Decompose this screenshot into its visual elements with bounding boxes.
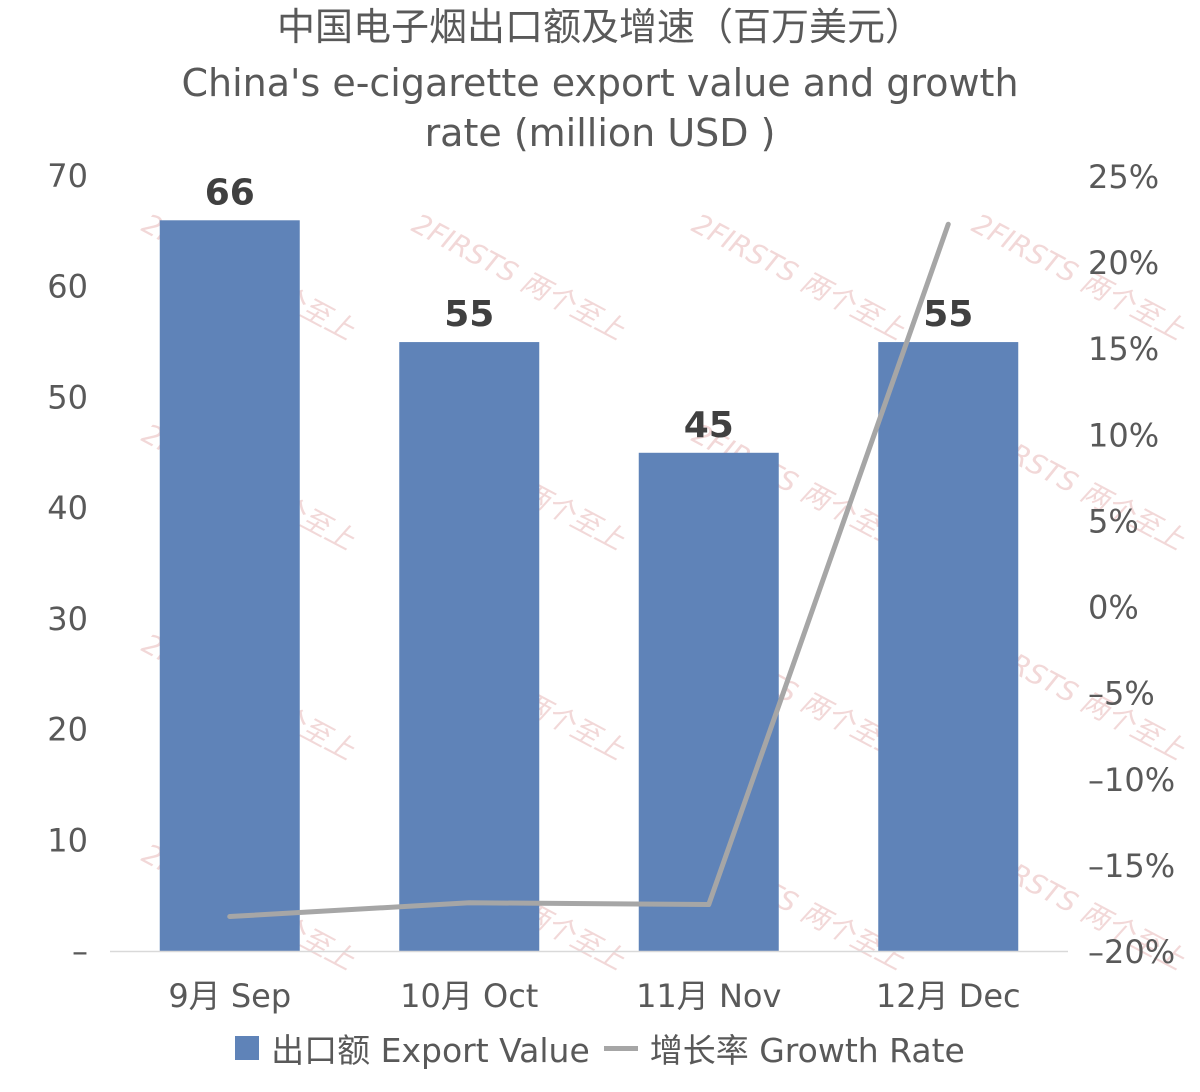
y-right-tick-label: 25% (1088, 158, 1159, 196)
legend-line-swatch (603, 1045, 638, 1051)
y-right-tick-label: 5% (1088, 502, 1139, 540)
y-right-tick-label: –10% (1088, 761, 1175, 799)
legend-bar-swatch (235, 1036, 260, 1060)
bar-data-label: 66 (205, 172, 255, 213)
x-tick-label: 12月 Dec (876, 977, 1021, 1015)
chart-title: 中国电子烟出口额及增速（百万美元） (276, 5, 923, 49)
legend-growth-rate: 增长率 Growth Rate (649, 1031, 965, 1070)
bar-2 (638, 452, 779, 951)
chart-subtitle-line1: China's e-cigarette export value and gro… (181, 61, 1019, 105)
y-right-tick-label: 20% (1088, 244, 1159, 282)
y-right-tick-label: 0% (1088, 589, 1139, 627)
y-left-tick-label: – (72, 932, 88, 970)
growth-rate-line (227, 221, 951, 920)
bar-data-label: 45 (684, 405, 734, 446)
y-left-tick-label: 50 (47, 378, 88, 416)
bar-1 (399, 342, 540, 952)
x-tick-label: 9月 Sep (168, 977, 291, 1015)
x-tick-label: 11月 Nov (636, 977, 781, 1015)
y-left-tick-label: 10 (47, 821, 88, 859)
x-tick-label: 10月 Oct (400, 977, 538, 1015)
y-left-tick-label: 30 (47, 600, 88, 638)
y-right-tick-label: 10% (1088, 416, 1159, 454)
bar-data-label: 55 (444, 294, 494, 335)
watermark-text: 2FIRSTS 两个至上 (407, 207, 631, 347)
bar-3 (878, 342, 1019, 952)
y-right-tick-label: –15% (1088, 847, 1175, 885)
watermark-text: 2FIRSTS 两个至上 (687, 207, 911, 347)
bar-0 (159, 220, 300, 952)
y-right-tick-label: –5% (1088, 675, 1155, 713)
legend: 出口额 Export Value 增长率 Growth Rate (0, 1024, 1200, 1072)
y-left-tick-label: 20 (47, 711, 88, 749)
y-left-tick-label: 60 (47, 268, 88, 306)
y-right-tick-label: –20% (1088, 933, 1175, 971)
y-right-tick-label: 15% (1088, 330, 1159, 368)
y-left-tick-label: 70 (47, 157, 88, 195)
legend-export-value: 出口额 Export Value (271, 1031, 590, 1070)
bar-data-label: 55 (923, 294, 973, 335)
y-left-tick-label: 40 (47, 489, 88, 527)
chart-subtitle-line2: rate (million USD ) (424, 111, 776, 155)
